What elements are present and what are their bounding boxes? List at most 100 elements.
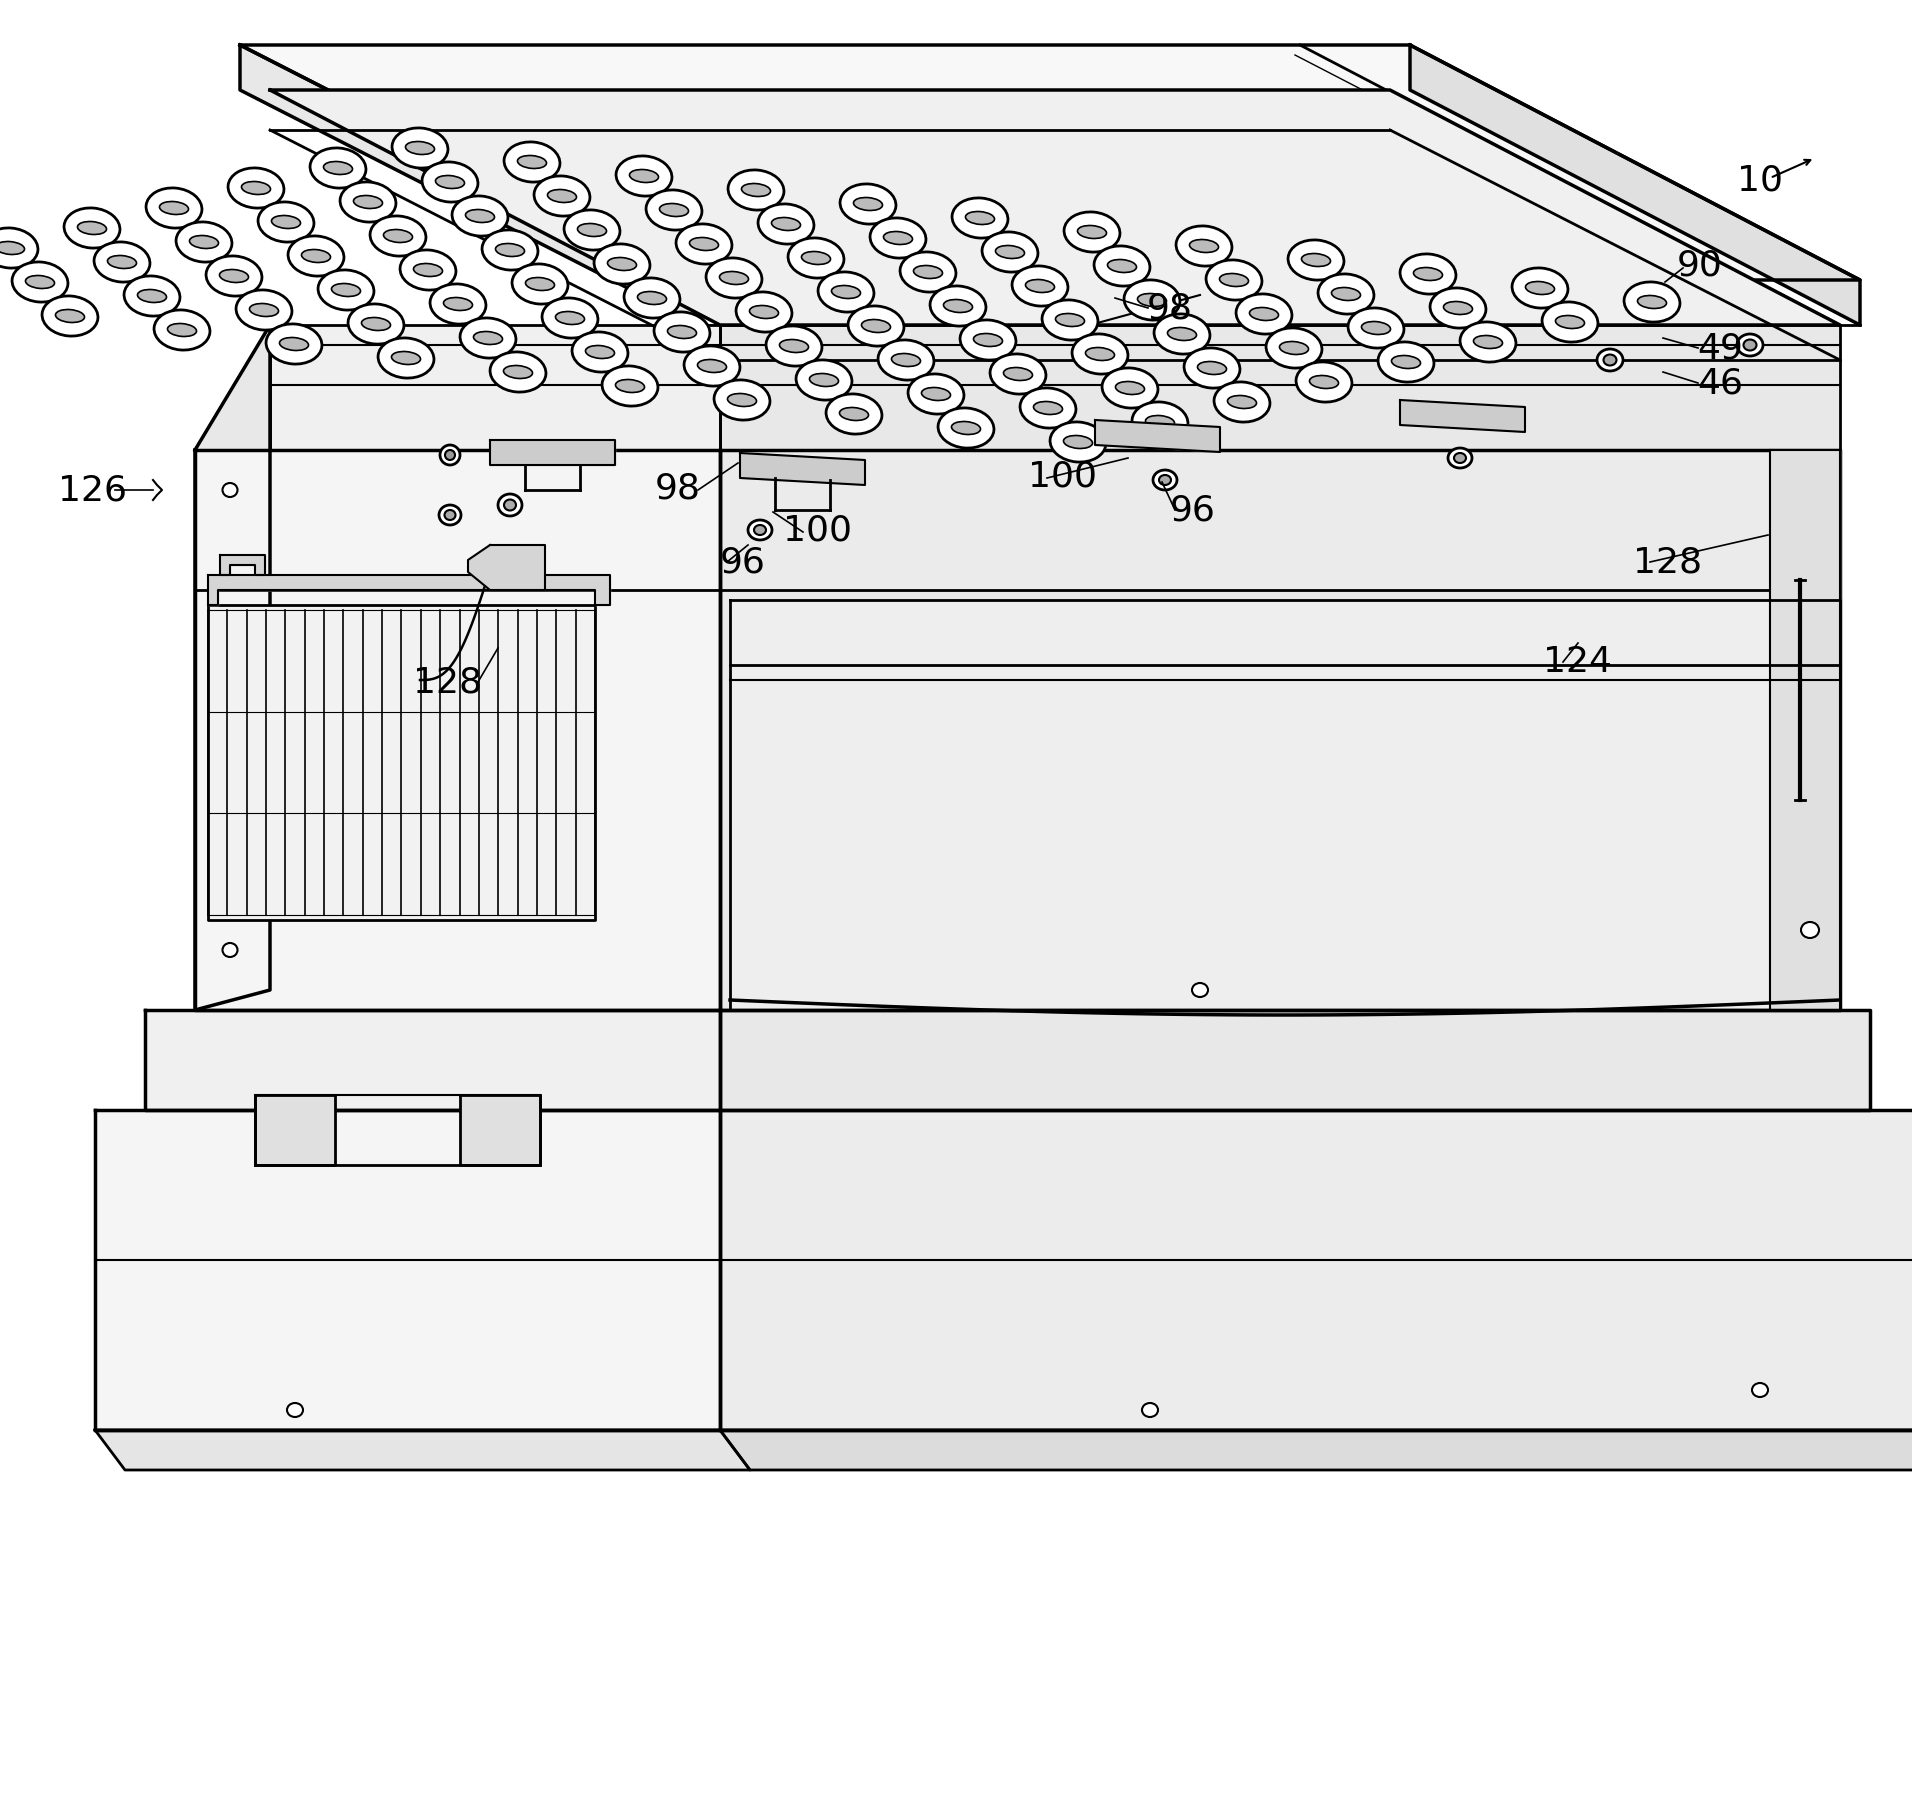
Ellipse shape bbox=[392, 128, 447, 168]
Ellipse shape bbox=[1034, 401, 1063, 414]
Ellipse shape bbox=[608, 258, 637, 271]
Text: 46: 46 bbox=[1698, 367, 1744, 399]
Ellipse shape bbox=[78, 222, 107, 235]
Ellipse shape bbox=[1145, 416, 1174, 428]
Ellipse shape bbox=[878, 340, 933, 379]
Ellipse shape bbox=[1214, 381, 1270, 423]
Ellipse shape bbox=[1461, 322, 1516, 361]
Polygon shape bbox=[740, 454, 864, 484]
Text: 124: 124 bbox=[1543, 645, 1612, 679]
Ellipse shape bbox=[556, 311, 585, 325]
Ellipse shape bbox=[654, 313, 709, 352]
Ellipse shape bbox=[444, 298, 472, 311]
Ellipse shape bbox=[1191, 983, 1208, 997]
Ellipse shape bbox=[1279, 342, 1308, 354]
Polygon shape bbox=[270, 90, 1839, 325]
Ellipse shape bbox=[138, 289, 166, 302]
Ellipse shape bbox=[1289, 240, 1344, 280]
Ellipse shape bbox=[379, 338, 434, 378]
Ellipse shape bbox=[788, 239, 843, 278]
Ellipse shape bbox=[922, 387, 950, 401]
Ellipse shape bbox=[1512, 267, 1568, 307]
Ellipse shape bbox=[952, 199, 1008, 239]
Ellipse shape bbox=[952, 421, 981, 434]
Ellipse shape bbox=[1206, 260, 1262, 300]
Ellipse shape bbox=[1168, 327, 1197, 340]
Ellipse shape bbox=[637, 291, 667, 305]
Ellipse shape bbox=[996, 246, 1025, 258]
Ellipse shape bbox=[818, 271, 874, 313]
Polygon shape bbox=[270, 325, 721, 450]
Text: 126: 126 bbox=[59, 473, 128, 508]
Ellipse shape bbox=[750, 305, 778, 318]
Text: 98: 98 bbox=[656, 472, 702, 504]
Ellipse shape bbox=[801, 251, 830, 264]
Polygon shape bbox=[1096, 419, 1220, 452]
Ellipse shape bbox=[497, 493, 522, 517]
Ellipse shape bbox=[736, 293, 792, 332]
Ellipse shape bbox=[1413, 267, 1442, 280]
Ellipse shape bbox=[235, 289, 293, 331]
Ellipse shape bbox=[727, 394, 757, 407]
Ellipse shape bbox=[384, 229, 413, 242]
Ellipse shape bbox=[451, 195, 509, 237]
Ellipse shape bbox=[430, 284, 486, 323]
Ellipse shape bbox=[168, 323, 197, 336]
Ellipse shape bbox=[1086, 347, 1115, 361]
Ellipse shape bbox=[159, 202, 189, 215]
Ellipse shape bbox=[1025, 280, 1055, 293]
Ellipse shape bbox=[667, 325, 696, 338]
Text: 128: 128 bbox=[1633, 546, 1702, 578]
Ellipse shape bbox=[1556, 316, 1585, 329]
Ellipse shape bbox=[423, 163, 478, 202]
Polygon shape bbox=[208, 605, 595, 920]
Polygon shape bbox=[1400, 399, 1526, 432]
Text: 96: 96 bbox=[1170, 493, 1216, 528]
Polygon shape bbox=[730, 600, 1839, 1010]
Ellipse shape bbox=[1392, 356, 1421, 369]
Ellipse shape bbox=[870, 219, 925, 258]
Ellipse shape bbox=[413, 264, 442, 276]
Ellipse shape bbox=[1751, 1382, 1769, 1397]
Ellipse shape bbox=[482, 229, 537, 269]
Polygon shape bbox=[468, 546, 545, 591]
Ellipse shape bbox=[1604, 354, 1616, 365]
Ellipse shape bbox=[690, 237, 719, 251]
Ellipse shape bbox=[495, 244, 524, 257]
Ellipse shape bbox=[0, 242, 25, 255]
Ellipse shape bbox=[543, 298, 598, 338]
Ellipse shape bbox=[602, 367, 658, 407]
Ellipse shape bbox=[1400, 255, 1455, 295]
Ellipse shape bbox=[518, 155, 547, 168]
Ellipse shape bbox=[929, 286, 987, 325]
Ellipse shape bbox=[1331, 287, 1361, 300]
Ellipse shape bbox=[1073, 334, 1128, 374]
Text: 10: 10 bbox=[1736, 163, 1784, 197]
Ellipse shape bbox=[1101, 369, 1159, 408]
Ellipse shape bbox=[684, 345, 740, 387]
Polygon shape bbox=[1771, 450, 1839, 1010]
Ellipse shape bbox=[891, 354, 920, 367]
Ellipse shape bbox=[310, 148, 365, 188]
Ellipse shape bbox=[572, 332, 627, 372]
Ellipse shape bbox=[914, 266, 943, 278]
Ellipse shape bbox=[616, 379, 644, 392]
Ellipse shape bbox=[1228, 396, 1256, 408]
Ellipse shape bbox=[465, 210, 495, 222]
Ellipse shape bbox=[1063, 435, 1092, 448]
Polygon shape bbox=[721, 1109, 1912, 1429]
Ellipse shape bbox=[266, 323, 321, 363]
Ellipse shape bbox=[206, 257, 262, 296]
Ellipse shape bbox=[107, 255, 136, 269]
Ellipse shape bbox=[1361, 322, 1390, 334]
Ellipse shape bbox=[279, 338, 308, 351]
Ellipse shape bbox=[1474, 336, 1503, 349]
Ellipse shape bbox=[1430, 287, 1486, 329]
Ellipse shape bbox=[1543, 302, 1598, 342]
Ellipse shape bbox=[748, 520, 772, 540]
Polygon shape bbox=[241, 45, 700, 325]
Ellipse shape bbox=[25, 275, 55, 289]
Ellipse shape bbox=[1138, 293, 1166, 307]
Ellipse shape bbox=[1317, 275, 1375, 314]
Ellipse shape bbox=[960, 320, 1015, 360]
